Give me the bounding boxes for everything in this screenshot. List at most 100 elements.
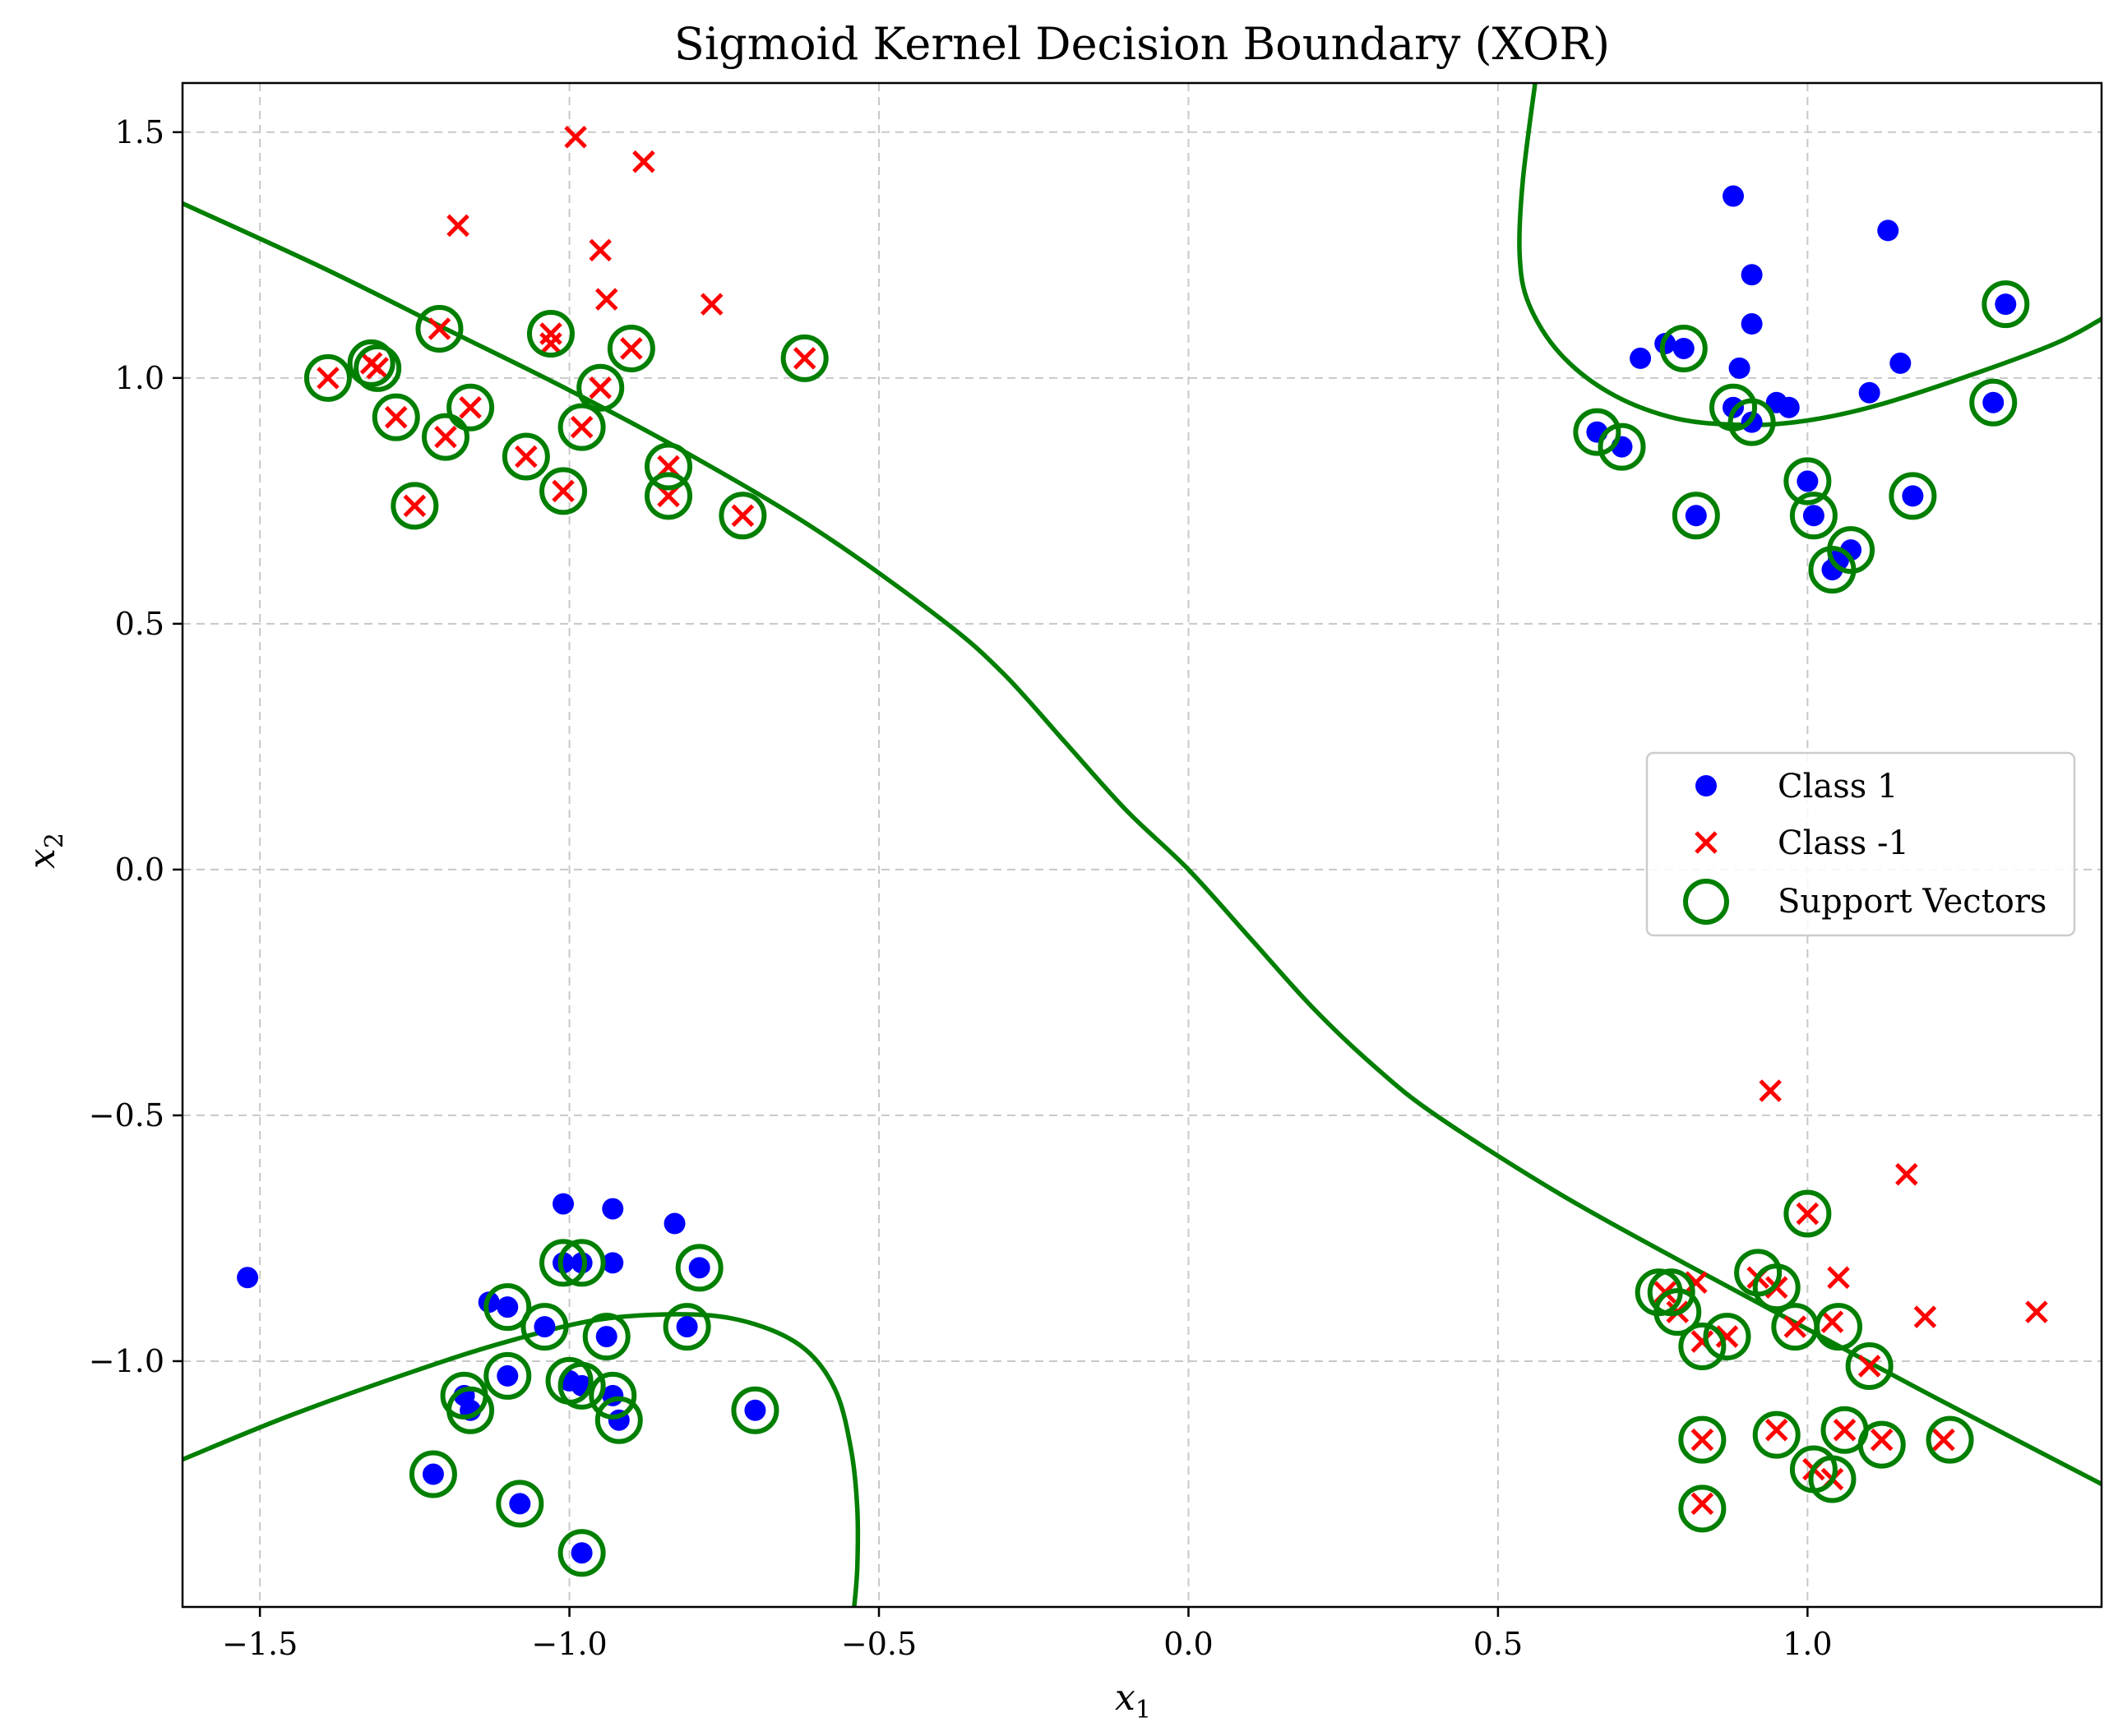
y-tick-label: 1.5 <box>115 114 164 150</box>
class-1-point <box>602 1252 624 1274</box>
x-tick-label: −0.5 <box>841 1626 917 1662</box>
support-vector-ring <box>557 1529 606 1577</box>
legend: Class 1 Class -1 Support Vectors <box>1645 751 2076 937</box>
class-1-point <box>1741 264 1763 286</box>
class-neg1-point <box>1913 1305 1937 1328</box>
class-1-point <box>1685 505 1707 527</box>
class-neg1-point <box>1690 1428 1714 1452</box>
class-1-point <box>1858 381 1880 404</box>
support-vector-ring <box>415 305 464 353</box>
x-axis-label: x1 <box>1115 1677 1151 1724</box>
legend-marker-support-vectors <box>1683 879 1729 925</box>
support-vector-ring <box>1982 280 2030 329</box>
support-vector-ring <box>372 393 420 441</box>
class-neg1-point <box>700 293 724 316</box>
support-vector-ring <box>663 1303 711 1351</box>
support-vector-ring <box>539 467 588 515</box>
class-1-point <box>676 1316 698 1338</box>
class-1-point <box>1902 485 1924 507</box>
support-vector-ring <box>1857 1420 1906 1469</box>
support-vector-ring <box>347 339 395 387</box>
support-vector-ring <box>780 334 829 382</box>
support-vector-ring <box>354 344 402 392</box>
support-vector-ring <box>582 1313 631 1361</box>
class-1-point <box>571 1542 593 1564</box>
support-vector-ring <box>1703 1313 1751 1361</box>
class-neg1-point <box>515 445 538 469</box>
support-vector-ring <box>1678 1484 1727 1533</box>
support-vector-ring <box>1598 422 1646 471</box>
y-tick-label: 1.0 <box>115 360 164 396</box>
support-vector-ring <box>576 363 625 412</box>
class-neg1-point <box>657 455 680 478</box>
class-1-point <box>1723 185 1745 207</box>
class-neg1-point <box>620 337 643 360</box>
support-vector-ring <box>526 310 575 358</box>
legend-label-support-vectors: Support Vectors <box>1778 883 2046 921</box>
class-neg1-point <box>570 415 594 439</box>
support-vector-ring <box>1672 492 1720 540</box>
support-vector-ring <box>1889 472 1937 520</box>
support-vector-ring <box>1727 398 1776 446</box>
class-1-point <box>509 1493 531 1515</box>
x-tick-label: 1.0 <box>1783 1626 1832 1662</box>
support-vector-ring <box>483 1283 532 1332</box>
support-vector-ring <box>1573 408 1621 456</box>
class-1-point <box>1630 347 1652 369</box>
support-vector-ring <box>1789 492 1838 540</box>
legend-label-class-1: Class 1 <box>1778 768 1898 806</box>
class-neg1-point <box>1715 1325 1739 1348</box>
class-neg1-point <box>403 494 427 518</box>
decision-boundary-curve-2 <box>1517 83 2102 427</box>
support-vector-ring <box>594 1396 643 1444</box>
class-neg1-point <box>317 367 340 390</box>
class-neg1-point <box>632 150 655 173</box>
class-neg1-point <box>594 288 618 311</box>
class-neg1-point <box>1796 1202 1820 1226</box>
support-vector-ring <box>520 1303 569 1351</box>
x-tick-label: −1.5 <box>222 1626 298 1662</box>
x-tick-label: 0.0 <box>1163 1626 1213 1662</box>
support-vector-ring <box>502 432 550 481</box>
support-vector-ring <box>1678 1323 1727 1371</box>
class-neg1-point <box>1685 1271 1708 1295</box>
class-1-point <box>1995 293 2017 316</box>
class-neg1-point <box>2025 1300 2048 1323</box>
support-vector-ring <box>496 1480 544 1528</box>
class-neg1-point <box>384 405 408 429</box>
class-neg1-point <box>552 479 575 503</box>
plot-frame <box>181 81 2103 1609</box>
class-neg1-point <box>539 332 562 355</box>
class-1-point <box>595 1326 617 1348</box>
y-tick-label: −1.0 <box>89 1343 164 1379</box>
class-neg1-point <box>1820 1310 1844 1333</box>
class-1-point <box>1877 219 1899 242</box>
class-neg1-point <box>434 425 457 449</box>
support-vector-ring <box>1808 1455 1857 1503</box>
class-neg1-point <box>428 317 451 340</box>
class-neg1-point <box>1690 1492 1714 1516</box>
class-1-point <box>1728 357 1750 379</box>
class-1-point <box>553 1193 575 1215</box>
class-neg1-point <box>589 238 612 262</box>
support-vector-ring <box>446 383 495 432</box>
class-1-point <box>1797 470 1819 492</box>
support-vector-ring <box>1653 1288 1702 1337</box>
class-neg1-point <box>1764 1418 1788 1442</box>
support-vector-ring <box>731 1386 779 1434</box>
class-neg1-point <box>1833 1418 1857 1442</box>
class-neg1-point <box>1895 1162 1918 1186</box>
support-vector-ring <box>607 324 655 372</box>
class-1-point <box>688 1257 710 1279</box>
class-neg1-point <box>793 347 816 370</box>
class-neg1-point <box>459 395 482 419</box>
class-1-point <box>497 1364 519 1387</box>
class-neg1-point <box>589 376 612 399</box>
class-neg1-point <box>657 484 680 508</box>
class-1-point <box>1741 313 1763 335</box>
class-1-point <box>422 1463 444 1485</box>
support-vector-ring <box>391 482 439 530</box>
y-tick-label: −0.5 <box>89 1097 164 1133</box>
support-vector-ring <box>1808 546 1857 594</box>
support-vector-ring <box>645 442 693 491</box>
